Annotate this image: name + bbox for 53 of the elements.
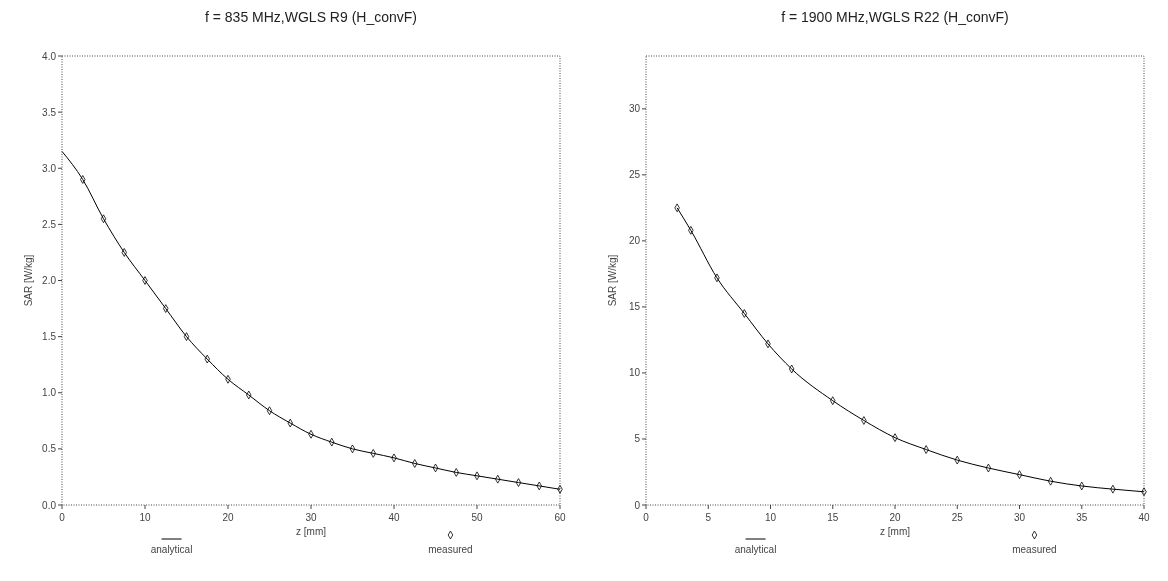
legend-label: analytical — [150, 544, 193, 555]
y-axis-title: SAR [W/kg] — [23, 254, 34, 307]
x-tick-label: 40 — [1138, 512, 1150, 523]
x-tick-label: 25 — [951, 512, 964, 523]
x-tick-label: 20 — [889, 512, 901, 523]
chart-title: f = 1900 MHz,WGLS R22 (H_convF) — [781, 9, 1009, 25]
point — [266, 406, 273, 416]
x-tick-label: 50 — [471, 512, 483, 523]
y-tick-label: 4.0 — [42, 50, 57, 62]
y-tick-label: 1.5 — [42, 331, 57, 343]
y-tick-label: 3.5 — [42, 106, 57, 118]
legend-label: measured — [428, 544, 473, 555]
y-axis-title: SAR [W/kg] — [607, 254, 618, 307]
y-tick-label: 0.0 — [42, 499, 57, 511]
point — [741, 309, 748, 318]
x-tick-label: 30 — [305, 512, 317, 523]
y-tick-label: 0.5 — [42, 443, 57, 455]
y-tick-label: 30 — [628, 103, 641, 115]
x-tick-label: 5 — [705, 512, 712, 523]
x-axis-title: z [mm] — [296, 526, 327, 537]
point — [985, 463, 992, 473]
x-tick-label: 30 — [1013, 512, 1026, 523]
point — [432, 463, 439, 473]
y-tick-label: 2.5 — [42, 218, 57, 230]
x-tick-label: 35 — [1076, 512, 1088, 523]
y-tick-label: 20 — [628, 235, 641, 247]
point — [1016, 470, 1023, 479]
y-tick-label: 15 — [628, 301, 641, 313]
x-tick-label: 60 — [554, 512, 566, 523]
y-tick-label: 25 — [628, 169, 641, 181]
legend-label: analytical — [734, 544, 777, 555]
chart-title: f = 835 MHz,WGLS R9 (H_convF) — [204, 9, 418, 25]
x-tick-label: 10 — [139, 512, 151, 523]
y-tick-label: 0 — [634, 499, 641, 511]
y-tick-label: 10 — [628, 367, 641, 379]
point — [100, 214, 107, 224]
point — [183, 332, 190, 341]
point — [1047, 476, 1054, 486]
point — [349, 444, 356, 454]
point — [515, 478, 522, 487]
point — [788, 364, 795, 374]
x-tick-label: 0 — [59, 512, 66, 523]
y-tick-label: 3.0 — [42, 162, 57, 174]
legend-label: measured — [1012, 544, 1057, 555]
x-tick-label: 20 — [222, 512, 234, 523]
y-tick-label: 5 — [634, 433, 641, 445]
y-tick-label: 2.0 — [42, 275, 57, 286]
x-tick-label: 10 — [764, 512, 777, 523]
x-axis-title: z [mm] — [880, 526, 911, 537]
x-tick-label: 40 — [388, 512, 400, 523]
x-tick-label: 15 — [827, 512, 839, 523]
x-tick-label: 0 — [643, 512, 650, 523]
y-tick-label: 1.0 — [42, 387, 57, 399]
